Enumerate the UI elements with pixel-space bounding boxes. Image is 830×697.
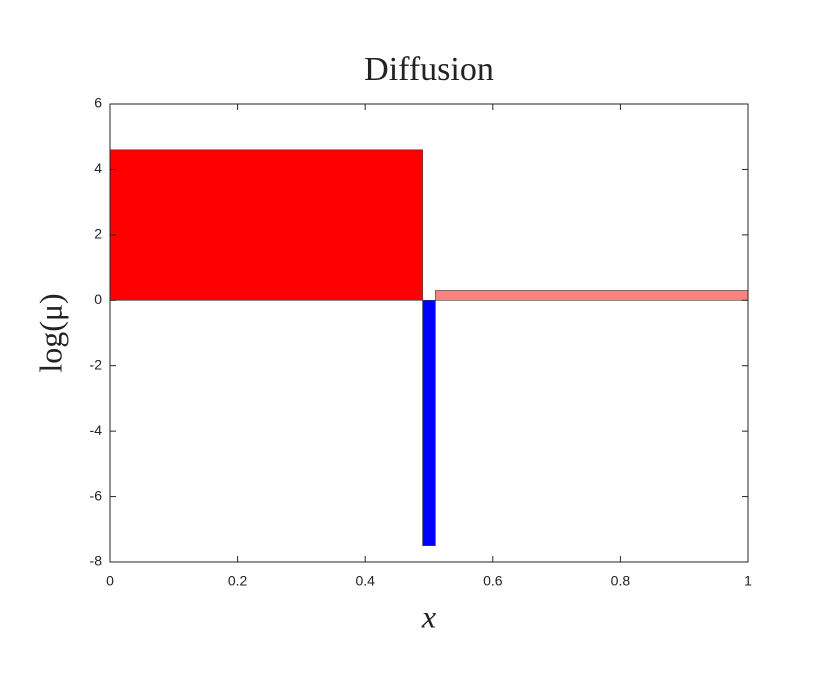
bar xyxy=(109,149,423,301)
plot-frame xyxy=(109,103,749,563)
y-tick-label: 6 xyxy=(94,95,102,111)
x-tick-label: 0.2 xyxy=(228,573,248,589)
y-axis-label: log(μ) xyxy=(32,293,68,372)
y-tick-label: -2 xyxy=(90,356,103,372)
bar xyxy=(422,299,436,546)
bar xyxy=(435,290,749,301)
y-tick-label: -6 xyxy=(90,487,103,503)
x-axis-label: x xyxy=(421,598,436,634)
x-tick-label: 0 xyxy=(106,573,114,589)
y-tick-label: 0 xyxy=(94,291,102,307)
x-tick-label: 1 xyxy=(744,573,752,589)
y-tick-label: -4 xyxy=(90,422,103,438)
y-tick-label: 4 xyxy=(94,160,102,176)
y-tick-label: -8 xyxy=(90,553,103,569)
x-tick-label: 0.6 xyxy=(483,573,503,589)
x-tick-label: 0.4 xyxy=(355,573,375,589)
chart-title: Diffusion xyxy=(364,51,494,88)
y-tick-label: 2 xyxy=(94,226,102,242)
x-tick-label: 0.8 xyxy=(611,573,631,589)
